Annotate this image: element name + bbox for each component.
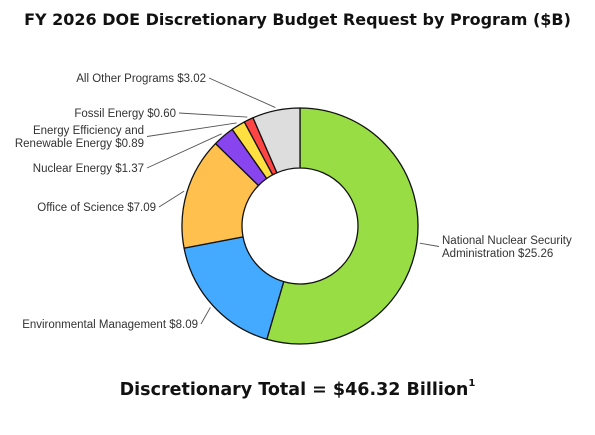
slice-environmental-management [183, 236, 285, 340]
footnote-mark: 1 [468, 378, 476, 389]
leader-line [419, 242, 440, 247]
slice-label: Office of Science $7.09 [37, 202, 156, 214]
leader-line [146, 133, 222, 169]
slice-label: Energy Efficiency and Renewable Energy $0… [15, 125, 144, 150]
slice-label: Nuclear Energy $1.37 [33, 163, 144, 175]
chart-title: FY 2026 DOE Discretionary Budget Request… [24, 10, 571, 29]
slice-label: Fossil Energy $0.60 [74, 108, 176, 120]
discretionary-total: Discretionary Total = $46.32 Billion1 [0, 378, 595, 400]
slice-label: All Other Programs $3.02 [76, 73, 206, 85]
donut-slices [181, 107, 419, 345]
slice-labels: National Nuclear Security Administration … [15, 73, 572, 331]
discretionary-total-text: Discretionary Total = $46.32 Billion [119, 380, 469, 400]
slice-national-nuclear-security-administration [266, 107, 419, 345]
leader-line [178, 112, 248, 118]
slice-label: National Nuclear Security Administration … [442, 235, 572, 260]
leader-line [208, 77, 276, 108]
slice-label: Environmental Management $8.09 [22, 319, 198, 331]
leader-line [200, 307, 211, 325]
leader-line [146, 122, 237, 137]
slice-all-other-programs [252, 107, 301, 174]
leader-line [158, 190, 185, 208]
